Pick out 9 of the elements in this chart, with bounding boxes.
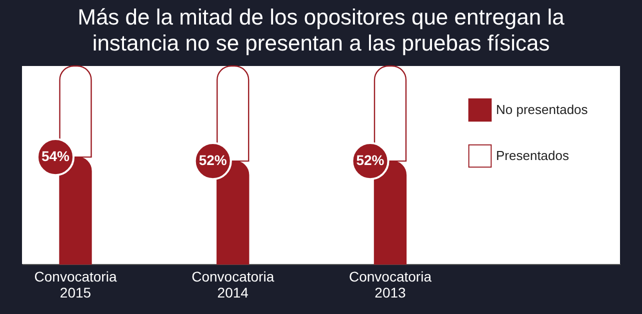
legend-label: No presentados <box>496 102 588 117</box>
data-label: 52% <box>198 152 228 168</box>
data-label: 54% <box>41 148 70 164</box>
x-tick-label: Convocatoria 2015 <box>34 268 117 300</box>
data-label: 52% <box>356 152 385 168</box>
x-tick-label: Convocatoria 2013 <box>348 268 432 300</box>
chart-title: Más de la mitad de los opositores que entregan la instancia no se presentan a las pruebas físicas <box>78 4 566 56</box>
x-tick-label: Convocatoria 2014 <box>192 268 274 300</box>
legend-label: Presentados <box>496 148 570 163</box>
